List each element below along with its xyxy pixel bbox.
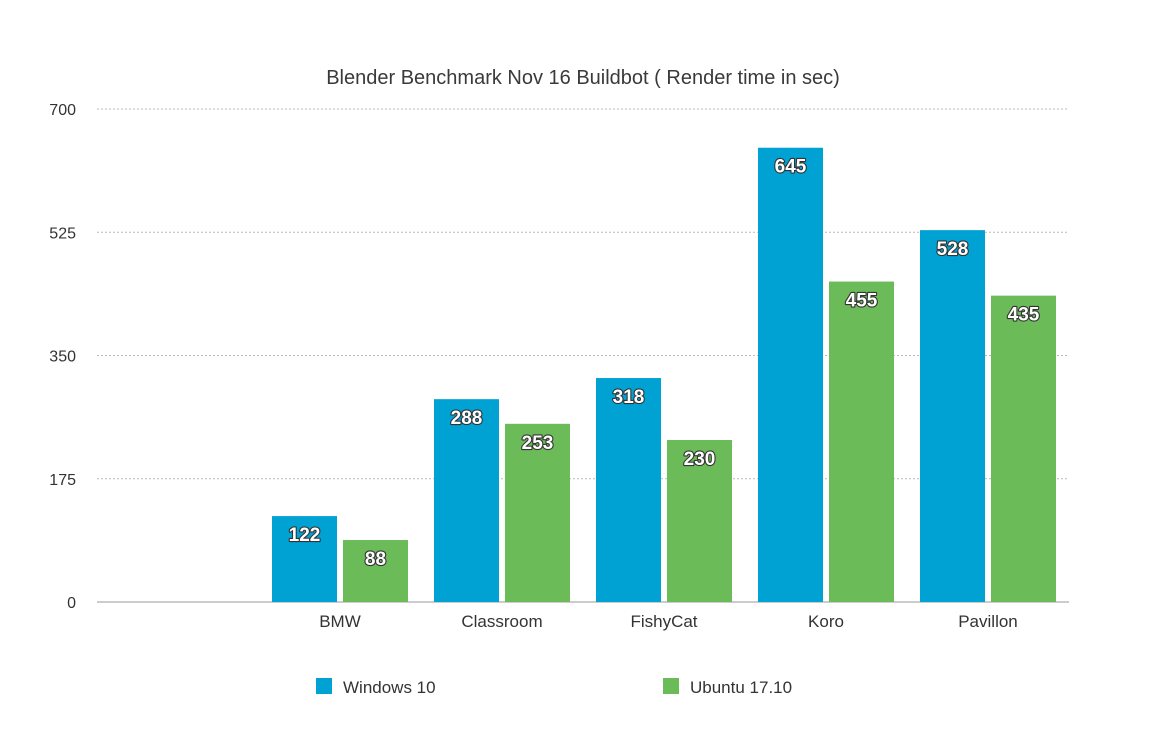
y-tick-label: 0 (67, 595, 76, 612)
x-category-label: FishyCat (630, 612, 697, 631)
bar-koro-ubuntu (829, 281, 894, 602)
x-category-label: Koro (808, 612, 844, 631)
legend-swatch (663, 678, 679, 694)
y-tick-label: 175 (49, 472, 76, 489)
bar-classroom-windows (434, 399, 499, 602)
bar-bmw-windows (272, 516, 337, 602)
x-axis-categories: BMW Classroom FishyCat Koro Pavillon (319, 612, 1018, 631)
data-label: 88 (365, 549, 386, 570)
data-label: 455 (846, 291, 878, 312)
x-category-label: Pavillon (958, 612, 1018, 631)
data-label: 645 (775, 157, 807, 178)
bar-fishycat-ubuntu (667, 440, 732, 602)
bars (272, 147, 1056, 602)
bar-bmw-ubuntu (343, 540, 408, 602)
x-category-label: BMW (319, 612, 361, 631)
data-label: 435 (1008, 305, 1040, 326)
legend-label: Windows 10 (343, 678, 436, 697)
x-category-label: Classroom (461, 612, 542, 631)
chart-title: Blender Benchmark Nov 16 Buildbot ( Rend… (326, 67, 840, 89)
y-axis-ticks: 0 175 350 525 700 (49, 102, 76, 612)
data-label: 122 (289, 525, 321, 546)
data-label: 230 (684, 449, 716, 470)
data-label: 288 (451, 408, 483, 429)
legend: Windows 10 Ubuntu 17.10 (316, 678, 792, 697)
data-labels: 122 88 288 253 318 230 645 455 528 435 (288, 156, 1041, 571)
data-label: 528 (937, 239, 969, 260)
data-label: 318 (613, 387, 645, 408)
y-tick-label: 700 (49, 102, 76, 119)
gridlines (97, 108, 1069, 603)
legend-label: Ubuntu 17.10 (690, 678, 792, 697)
legend-swatch (316, 678, 332, 694)
bar-classroom-ubuntu (505, 423, 570, 602)
bar-fishycat-windows (596, 378, 661, 602)
bar-pavillon-ubuntu (991, 295, 1056, 602)
y-tick-label: 525 (49, 225, 76, 242)
bar-koro-windows (758, 147, 823, 602)
data-label: 253 (522, 433, 554, 454)
bar-pavillon-windows (920, 230, 985, 602)
y-tick-label: 350 (49, 349, 76, 366)
